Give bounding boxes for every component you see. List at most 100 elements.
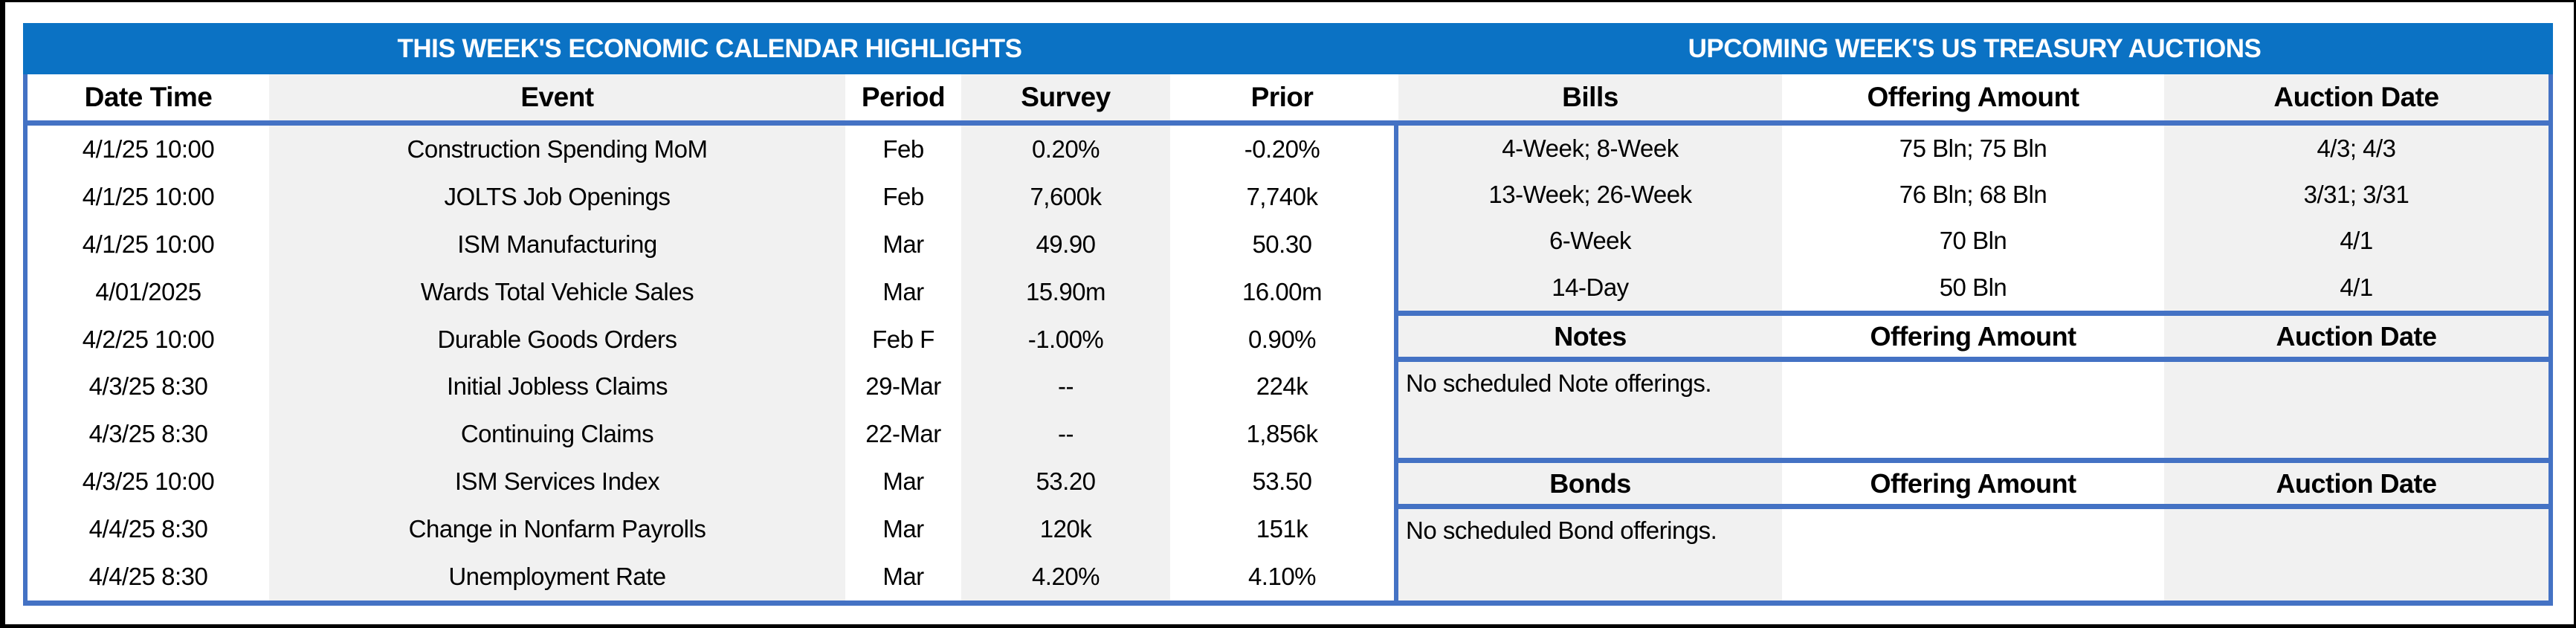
cell-prior: 151k (1170, 505, 1394, 554)
col-header-auction-date: Auction Date (2164, 316, 2548, 357)
cell-date-time: 4/4/25 8:30 (28, 505, 269, 554)
cell-prior: 1,856k (1170, 410, 1394, 459)
cell-prior: 53.50 (1170, 458, 1394, 506)
cell-bill-term: 4-Week; 8-Week (1398, 126, 1782, 172)
cell-survey: -- (961, 363, 1170, 411)
cell-period: Mar (845, 553, 961, 601)
notes-header-row: Notes Offering Amount Auction Date (1398, 316, 2548, 357)
calendar-row: 4/4/25 8:30 Unemployment Rate Mar 4.20% … (28, 553, 1394, 601)
col-header-bills: Bills (1398, 74, 1782, 120)
notes-empty-auction (2164, 362, 2548, 458)
bonds-empty-offering (1782, 509, 2164, 601)
cell-auction-date: 4/1 (2164, 218, 2548, 264)
notes-section-bottom-rule (1398, 357, 2548, 362)
bonds-empty-auction (2164, 509, 2548, 601)
calendar-row: 4/2/25 10:00 Durable Goods Orders Feb F … (28, 315, 1394, 363)
col-header-offering-amount: Offering Amount (1782, 463, 2164, 504)
notes-message-row: No scheduled Note offerings. (1398, 362, 2548, 458)
cell-period: Feb F (845, 315, 961, 363)
cell-date-time: 4/1/25 10:00 (28, 172, 269, 221)
table-right-border (2548, 74, 2553, 606)
bills-row: 13-Week; 26-Week 76 Bln; 68 Bln 3/31; 3/… (1398, 172, 2548, 218)
cell-prior: -0.20% (1170, 126, 1394, 173)
cell-survey: -1.00% (961, 315, 1170, 363)
calendar-row: 4/4/25 8:30 Change in Nonfarm Payrolls M… (28, 505, 1394, 554)
treasury-auctions-body: 4-Week; 8-Week 75 Bln; 75 Bln 4/3; 4/3 1… (1398, 126, 2548, 601)
cell-survey: 49.90 (961, 220, 1170, 268)
economic-calendar-body: 4/1/25 10:00 Construction Spending MoM F… (28, 126, 1394, 601)
title-bar: THIS WEEK'S ECONOMIC CALENDAR HIGHLIGHTS… (23, 23, 2553, 74)
header-spacer (1394, 74, 1398, 120)
col-header-prior: Prior (1170, 74, 1394, 120)
cell-event: Wards Total Vehicle Sales (269, 268, 845, 316)
cell-survey: 15.90m (961, 268, 1170, 316)
cell-event: ISM Manufacturing (269, 220, 845, 268)
bonds-section-top-rule (1398, 458, 2548, 463)
cell-auction-date: 4/3; 4/3 (2164, 126, 2548, 172)
col-header-event: Event (269, 74, 845, 120)
cell-prior: 50.30 (1170, 220, 1394, 268)
bonds-message: No scheduled Bond offerings. (1398, 509, 1782, 601)
cell-period: Mar (845, 458, 961, 506)
cell-survey: 4.20% (961, 553, 1170, 601)
col-header-offering-amount: Offering Amount (1782, 316, 2164, 357)
economic-calendar-title: THIS WEEK'S ECONOMIC CALENDAR HIGHLIGHTS (397, 33, 1023, 63)
cell-survey: -- (961, 410, 1170, 459)
cell-date-time: 4/2/25 10:00 (28, 315, 269, 363)
calendar-row: 4/1/25 10:00 ISM Manufacturing Mar 49.90… (28, 220, 1394, 268)
cell-event: Durable Goods Orders (269, 315, 845, 363)
calendar-row: 4/3/25 10:00 ISM Services Index Mar 53.2… (28, 458, 1394, 506)
cell-date-time: 4/3/25 8:30 (28, 410, 269, 459)
bonds-section-bottom-rule (1398, 504, 2548, 509)
table-bottom-border (23, 601, 2553, 606)
cell-bill-term: 14-Day (1398, 264, 1782, 311)
cell-survey: 120k (961, 505, 1170, 554)
notes-empty-offering (1782, 362, 2164, 458)
notes-section-top-rule (1398, 311, 2548, 316)
header-underline-rule (23, 120, 2553, 126)
cell-period: 22-Mar (845, 410, 961, 459)
cell-event: Initial Jobless Claims (269, 363, 845, 411)
cell-date-time: 4/3/25 8:30 (28, 363, 269, 411)
cell-period: 29-Mar (845, 363, 961, 411)
cell-period: Mar (845, 505, 961, 554)
cell-survey: 0.20% (961, 126, 1170, 173)
cell-prior: 0.90% (1170, 315, 1394, 363)
col-header-period: Period (845, 74, 961, 120)
cell-period: Feb (845, 126, 961, 173)
cell-auction-date: 4/1 (2164, 264, 2548, 311)
cell-date-time: 4/3/25 10:00 (28, 458, 269, 506)
cell-date-time: 4/01/2025 (28, 268, 269, 316)
report-sheet: THIS WEEK'S ECONOMIC CALENDAR HIGHLIGHTS… (23, 23, 2553, 606)
cell-offering-amount: 76 Bln; 68 Bln (1782, 172, 2164, 218)
col-header-offering-amount: Offering Amount (1782, 74, 2164, 120)
calendar-row: 4/3/25 8:30 Initial Jobless Claims 29-Ma… (28, 363, 1394, 411)
cell-survey: 53.20 (961, 458, 1170, 506)
table-left-border (23, 74, 28, 606)
notes-message: No scheduled Note offerings. (1398, 362, 1782, 458)
bills-row: 4-Week; 8-Week 75 Bln; 75 Bln 4/3; 4/3 (1398, 126, 2548, 172)
cell-prior: 7,740k (1170, 172, 1394, 221)
cell-event: JOLTS Job Openings (269, 172, 845, 221)
col-header-survey: Survey (961, 74, 1170, 120)
cell-date-time: 4/4/25 8:30 (28, 553, 269, 601)
col-header-date-time: Date Time (28, 74, 269, 120)
col-header-bonds: Bonds (1398, 463, 1782, 504)
calendar-row: 4/1/25 10:00 Construction Spending MoM F… (28, 126, 1394, 173)
cell-date-time: 4/1/25 10:00 (28, 126, 269, 173)
section-divider-rule (1394, 120, 1398, 606)
cell-auction-date: 3/31; 3/31 (2164, 172, 2548, 218)
cell-event: Continuing Claims (269, 410, 845, 459)
cell-event: ISM Services Index (269, 458, 845, 506)
cell-event: Unemployment Rate (269, 553, 845, 601)
cell-offering-amount: 70 Bln (1782, 218, 2164, 264)
cell-event: Change in Nonfarm Payrolls (269, 505, 845, 554)
calendar-row: 4/3/25 8:30 Continuing Claims 22-Mar -- … (28, 410, 1394, 459)
cell-prior: 224k (1170, 363, 1394, 411)
cell-period: Feb (845, 172, 961, 221)
cell-offering-amount: 75 Bln; 75 Bln (1782, 126, 2164, 172)
bonds-message-row: No scheduled Bond offerings. (1398, 509, 2548, 601)
calendar-row: 4/1/25 10:00 JOLTS Job Openings Feb 7,60… (28, 172, 1394, 221)
cell-bill-term: 6-Week (1398, 218, 1782, 264)
